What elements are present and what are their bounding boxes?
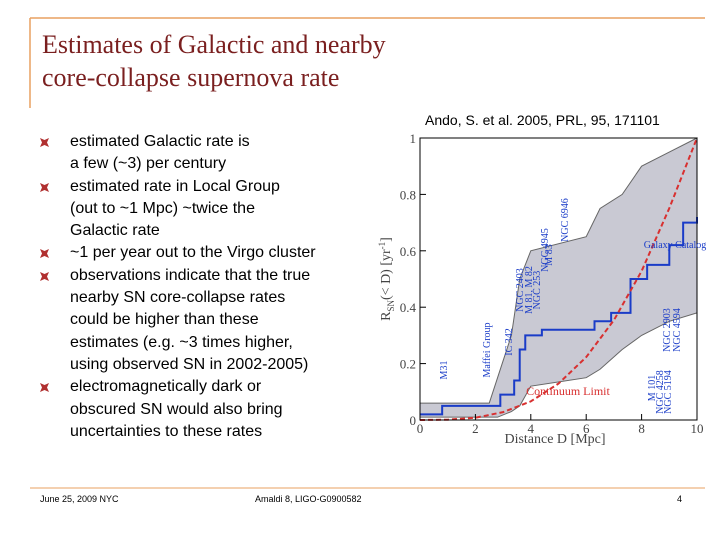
bullet-marker	[40, 271, 49, 281]
x-tick-label: 6	[583, 421, 590, 436]
bullet-line: estimated rate in Local Group	[70, 177, 280, 195]
bullet-line: nearby SN core-collapse rates	[70, 289, 286, 307]
bullet-line: could be higher than these	[70, 311, 259, 329]
y-axis-label-part: ]	[379, 237, 394, 242]
x-tick-label: 4	[528, 421, 535, 436]
bullet: electromagnetically dark or obscured SN w…	[40, 376, 370, 443]
bullet-marker	[40, 182, 49, 192]
title: Estimates of Galactic and nearby core-co…	[42, 28, 386, 94]
x-tick-label: 8	[638, 421, 645, 436]
bullet: observations indicate that the true nearb…	[40, 265, 370, 376]
bullet-line: ~1 per year out to the Virgo cluster	[70, 244, 316, 262]
title-line: Estimates of Galactic and nearby	[42, 30, 386, 59]
annotation: M 101	[647, 375, 658, 401]
bullet-marker	[40, 249, 49, 259]
bullet-line: obscured SN would also bring	[70, 400, 283, 418]
x-axis-label: Distance D [Mpc]	[504, 432, 605, 447]
y-tick-label: 0.6	[400, 244, 417, 259]
y-axis-label-part: SN	[386, 299, 396, 311]
bullet-line: using observed SN in 2002-2005)	[70, 355, 309, 373]
annotation: NGC 2903	[662, 308, 673, 352]
annotation: NGC 4594	[672, 308, 683, 352]
y-axis-label-part: R	[379, 311, 394, 321]
y-tick-label: 1	[410, 131, 417, 146]
footer-right: 4	[677, 494, 683, 504]
bullet-line: observations indicate that the true	[70, 266, 311, 284]
series-line	[420, 216, 698, 416]
bullet-line: (out to ~1 Mpc) ~twice the	[70, 199, 255, 217]
series-line	[419, 137, 698, 421]
y-axis-label: RSN(< D) [yr-1]	[377, 237, 396, 321]
x-tick-label: 10	[691, 421, 704, 436]
bullet-line: Galactic rate	[70, 222, 160, 240]
plot-frame	[419, 137, 698, 421]
footer-center: Amaldi 8, LIGO-G0900582	[255, 494, 362, 504]
annotation: M31	[439, 361, 450, 380]
annotation: Galaxy Catalog	[644, 240, 706, 251]
annotation: NGC 6946	[560, 198, 571, 242]
annotation: NGC 4258	[655, 370, 666, 414]
y-tick-label: 0.8	[400, 187, 416, 202]
y-axis-label-part: (< D) [yr	[379, 249, 394, 300]
footer-left: June 25, 2009 NYC	[40, 494, 119, 504]
bullet-line: a few (~3) per century	[70, 155, 227, 173]
bullet: ~1 per year out to the Virgo cluster	[40, 242, 370, 264]
x-tick-label: 0	[417, 421, 424, 436]
annotation: Continuum Limit	[526, 384, 610, 398]
y-tick-label: 0.4	[400, 300, 417, 315]
bullet: estimated rate in Local Group (out to ~1 …	[40, 176, 370, 243]
annotation: NGC 5194	[663, 370, 674, 414]
annotation: NGC 4945	[540, 228, 551, 272]
title-line: core-collapse supernova rate	[42, 63, 340, 92]
annotation: NGC 253	[532, 271, 543, 310]
annotation: Maffei Group	[482, 322, 493, 377]
bullet-line: estimated Galactic rate is	[70, 133, 250, 150]
bullet-line: estimates (e.g. ~3 times higher,	[70, 333, 293, 351]
annotation: IC 342	[504, 328, 515, 356]
bullet: estimated Galactic rate is a few (~3) per…	[40, 131, 370, 176]
y-axis-label-part: -1	[377, 242, 387, 250]
bullet-line: electromagnetically dark or	[70, 378, 262, 396]
x-tick-label: 2	[472, 421, 479, 436]
bullet-line: uncertainties to these rates	[70, 422, 263, 440]
bullet-marker	[40, 138, 49, 147]
annotation: NGC 2403	[515, 268, 526, 312]
annotation: M 83	[544, 244, 555, 265]
bullet-list: estimated Galactic rate is a few (~3) per…	[40, 131, 370, 443]
bullet-marker	[40, 383, 49, 393]
y-tick-label: 0.2	[400, 357, 416, 372]
citation: Ando, S. et al. 2005, PRL, 95, 171101	[425, 112, 660, 128]
y-tick-label: 0	[410, 413, 417, 428]
annotation: M 81, M 82	[524, 266, 535, 314]
